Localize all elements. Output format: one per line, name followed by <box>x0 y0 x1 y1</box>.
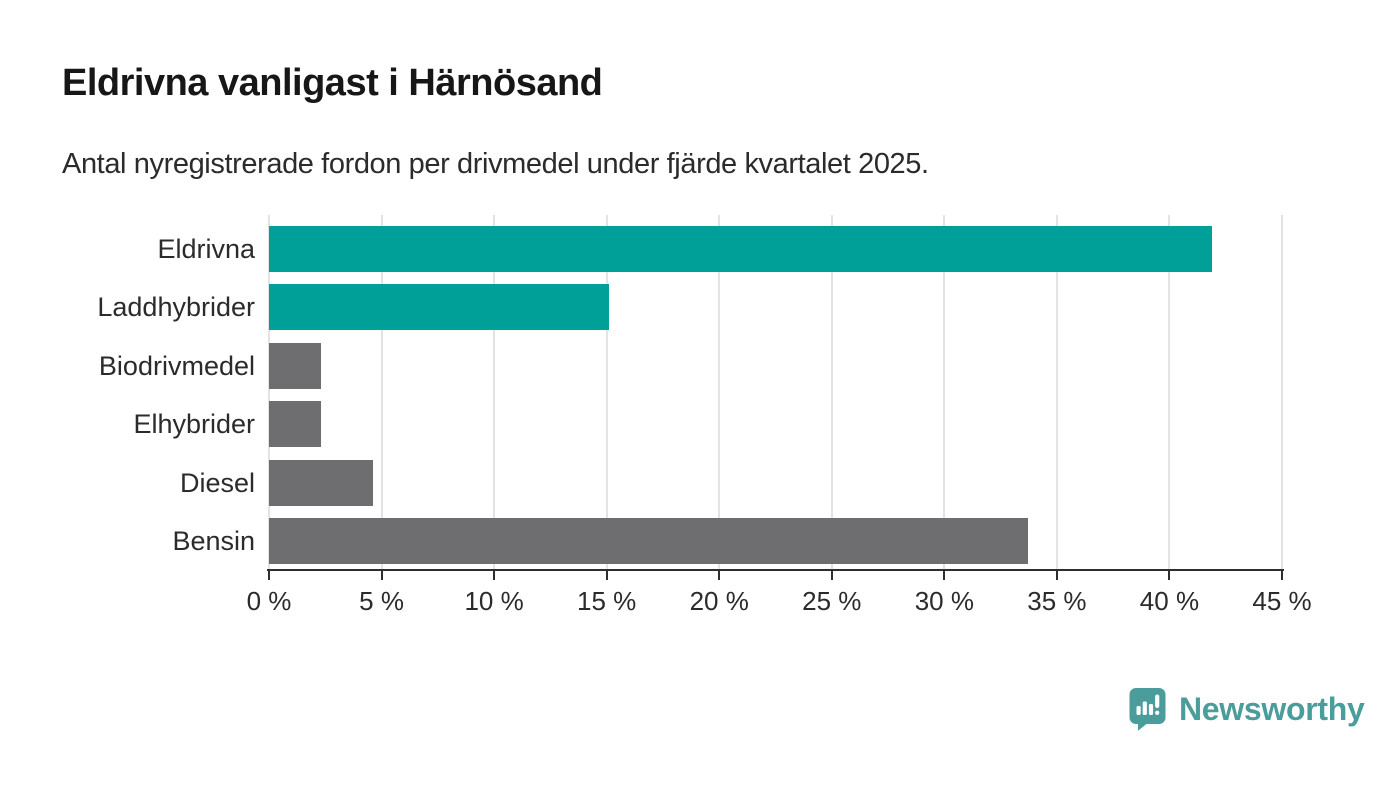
bar-eldrivna: Eldrivna <box>157 226 1213 272</box>
x-tick-label-10: 10 % <box>464 586 524 616</box>
category-label-elhybrider: Elhybrider <box>133 409 255 439</box>
x-tick-label-15: 15 % <box>577 586 637 616</box>
gridline-0 <box>268 215 270 570</box>
newsworthy-logo-text: Newsworthy <box>1179 690 1365 727</box>
x-tick-label-30: 30 % <box>914 586 974 616</box>
x-tick-mark-15 <box>605 571 608 580</box>
x-tick-label-5: 5 % <box>359 586 404 616</box>
gridline-30 <box>943 215 946 570</box>
bar-laddhybrider: Laddhybrider <box>97 284 609 330</box>
category-label-laddhybrider: Laddhybrider <box>97 292 255 322</box>
gridline-25 <box>830 215 833 570</box>
x-tick-mark-0 <box>268 571 270 580</box>
x-tick-label-20: 20 % <box>689 586 749 616</box>
gridline-10 <box>493 215 496 570</box>
category-label-bensin: Bensin <box>172 526 255 556</box>
x-tick-label-25: 25 % <box>802 586 862 616</box>
gridline-20 <box>718 215 721 570</box>
x-tick-label-40: 40 % <box>1139 586 1200 616</box>
bar-chart-plot-area: Eldrivna Laddhybrider Biodrivmedel Elhybrid… <box>97 215 1283 570</box>
x-tick-mark-10 <box>493 571 496 580</box>
x-tick-mark-20 <box>718 571 721 580</box>
bar-diesel: Diesel <box>180 460 373 506</box>
newsworthy-logo-icon <box>1129 688 1166 731</box>
x-axis-line <box>267 569 1284 571</box>
x-tick-mark-45 <box>1281 571 1283 580</box>
x-tick-mark-25 <box>830 571 833 580</box>
x-tick-label-35: 35 % <box>1027 586 1087 616</box>
category-label-diesel: Diesel <box>179 468 255 498</box>
chart-subtitle: Antal nyregistrerade fordon per drivmede… <box>62 148 929 180</box>
gridline-40 <box>1168 215 1171 570</box>
category-label-biodrivmedel: Biodrivmedel <box>98 351 255 381</box>
gridline-45 <box>1281 215 1283 570</box>
x-tick-label-45: 45 % <box>1252 586 1312 616</box>
x-tick-mark-40 <box>1168 571 1171 580</box>
x-tick-mark-35 <box>1055 571 1058 580</box>
category-label-eldrivna: Eldrivna <box>157 234 255 264</box>
x-tick-mark-5 <box>380 571 383 580</box>
bar-biodrivmedel: Biodrivmedel <box>99 343 321 389</box>
x-axis: 0 % 5 % 10 % 15 % 20 % 25 % 30 % 35 % 40 % 45 % <box>247 570 1312 620</box>
newsworthy-logo: Newsworthy <box>1128 687 1365 731</box>
gridline-15 <box>605 215 608 570</box>
bar-elhybrider: Elhybrider <box>133 401 321 447</box>
gridline-35 <box>1055 215 1058 570</box>
chart-title: Eldrivna vanligast i Härnösand <box>62 62 603 104</box>
x-tick-mark-30 <box>943 571 946 580</box>
bar-bensin: Bensin <box>172 518 1028 564</box>
gridline-5 <box>380 215 383 570</box>
x-tick-label-0: 0 % <box>246 586 292 616</box>
